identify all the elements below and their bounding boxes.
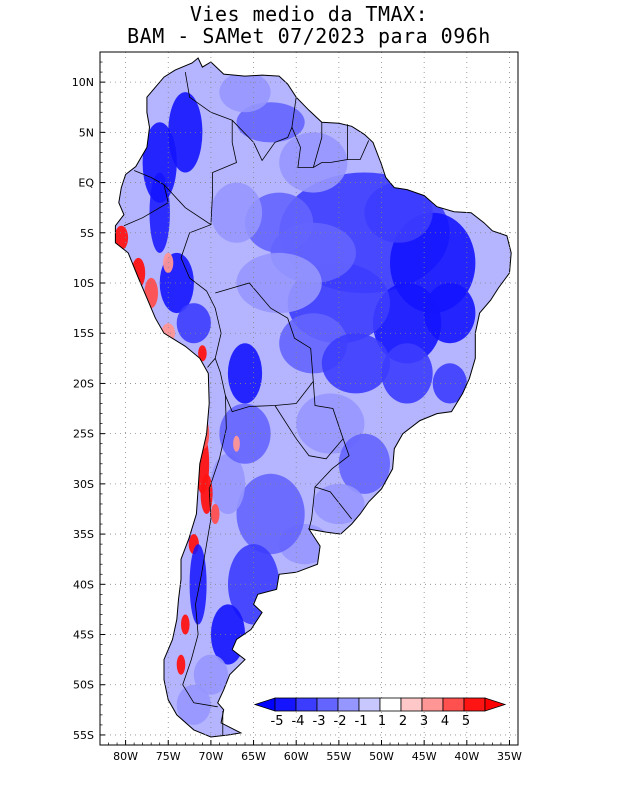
colorbar-swatch xyxy=(295,697,318,712)
lat-tick-label: 10N xyxy=(72,76,94,89)
bias-patch xyxy=(321,333,390,394)
lon-tick-label: 65W xyxy=(241,750,266,763)
bias-patch xyxy=(236,473,305,555)
warm-bias-patch xyxy=(210,504,220,524)
colorbar-swatch xyxy=(337,697,360,712)
lat-tick-label: 40S xyxy=(73,578,94,591)
colorbar-swatch xyxy=(400,697,423,712)
colorbar-label: -5 xyxy=(271,714,284,729)
border-line xyxy=(347,140,370,160)
lat-tick-label: EQ xyxy=(78,177,94,190)
colorbar-label: -4 xyxy=(292,714,305,729)
lat-lon-grid xyxy=(100,52,518,745)
colorbar-swatch xyxy=(274,697,297,712)
colorbar: -5 -4 -3 -2 -1 1 2 3 4 5 xyxy=(253,697,507,729)
bias-patch xyxy=(296,393,365,454)
title-line-1: Vies medio da TMAX: xyxy=(189,2,429,26)
lat-tick-label: 50S xyxy=(73,679,94,692)
bias-patch xyxy=(210,453,246,514)
cold-bias-patch xyxy=(149,172,170,253)
border-line xyxy=(163,184,222,368)
warm-bias-patch xyxy=(198,345,207,362)
bias-patch xyxy=(432,363,467,404)
lat-tick-label: 5S xyxy=(80,227,94,240)
lon-tick-label: 55W xyxy=(326,750,351,763)
lat-tick-label: 55S xyxy=(73,729,94,742)
lat-tick-label: 10S xyxy=(73,277,94,290)
border-line xyxy=(123,170,169,227)
lat-tick-label: 5N xyxy=(79,126,94,139)
border-line xyxy=(308,486,316,530)
lon-tick-label: 75W xyxy=(156,750,181,763)
colorbar-label: 5 xyxy=(462,714,470,729)
lon-tick-label: 80W xyxy=(113,750,138,763)
bias-patch xyxy=(236,252,322,314)
warm-bias-patch xyxy=(200,473,213,514)
lat-tick-label: 45S xyxy=(73,629,94,642)
lon-tick-label: 45W xyxy=(412,750,437,763)
warm-bias-patch xyxy=(233,435,240,452)
colorbar-swatch xyxy=(442,697,465,712)
border-line xyxy=(214,282,314,413)
colorbar-swatch xyxy=(421,697,444,712)
latitude-axis: 10N 5N EQ 5S 10S 15S 20S 25S 30S 35S 40S 45S 50S 55S xyxy=(72,61,105,742)
longitude-axis: 80W 75W 70W 65W 60W 55W 50W 45W 40W 35W xyxy=(108,740,522,763)
lon-tick-label: 70W xyxy=(198,750,223,763)
border-line xyxy=(274,381,344,460)
bias-patch xyxy=(227,343,263,404)
warm-bias-patch xyxy=(181,614,190,635)
colorbar-label: 2 xyxy=(399,714,407,729)
bias-patch xyxy=(176,303,211,344)
lat-tick-label: 25S xyxy=(73,428,94,441)
border-line xyxy=(291,127,331,168)
warm-bias-patch xyxy=(115,225,129,250)
colorbar-label: 3 xyxy=(420,714,428,729)
border-line xyxy=(314,438,353,520)
country-borders xyxy=(123,72,370,735)
warm-bias-patch xyxy=(176,654,186,675)
bias-patch xyxy=(313,483,365,525)
plot-frame xyxy=(99,51,519,746)
bias-patch xyxy=(219,72,271,113)
colorbar-swatch xyxy=(379,697,402,712)
colorbar-label: -3 xyxy=(313,714,326,729)
lon-tick-label: 50W xyxy=(369,750,394,763)
colorbar-label: -1 xyxy=(355,714,368,729)
colorbar-over-arrow xyxy=(484,697,507,712)
bias-patch xyxy=(338,433,390,494)
border-line xyxy=(182,395,227,708)
bias-patch xyxy=(381,343,433,404)
colorbar-swatch xyxy=(463,697,486,712)
colorbar-label: 4 xyxy=(441,714,449,729)
lat-tick-label: 15S xyxy=(73,327,94,340)
lat-tick-label: 30S xyxy=(73,478,94,491)
border-line xyxy=(312,122,323,168)
cold-bias-patch xyxy=(189,544,207,625)
colorbar-swatch xyxy=(316,697,339,712)
colorbar-swatch xyxy=(358,697,381,712)
border-line xyxy=(184,72,237,225)
coastline xyxy=(114,57,512,738)
lat-tick-label: 20S xyxy=(73,377,94,390)
bias-patch xyxy=(279,132,348,193)
lon-tick-label: 60W xyxy=(284,750,309,763)
lon-tick-label: 35W xyxy=(497,750,522,763)
title-line-2: BAM - SAMet 07/2023 para 096h xyxy=(127,24,491,48)
bias-patch xyxy=(193,654,228,695)
colorbar-label: -2 xyxy=(334,714,347,729)
lon-tick-label: 40W xyxy=(454,750,479,763)
colorbar-label: 1 xyxy=(378,714,386,729)
bias-patch xyxy=(210,182,263,243)
bias-patch xyxy=(176,684,211,725)
lat-tick-label: 35S xyxy=(73,528,94,541)
